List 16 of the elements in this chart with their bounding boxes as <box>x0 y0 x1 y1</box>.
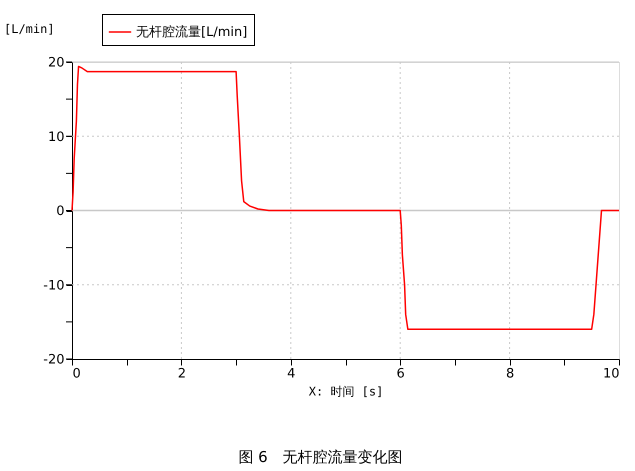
y-tick-label: -10 <box>43 278 64 294</box>
legend-label: 无杆腔流量[L/min] <box>136 24 248 40</box>
y-tick-label: 10 <box>48 130 64 145</box>
x-axis-title: X: 时间 [s] <box>308 384 384 398</box>
y-axis-title: [L/min] <box>4 22 55 36</box>
y-tick-label: 20 <box>48 56 64 70</box>
caption: 图 6 无杆腔流量变化图 <box>238 448 403 466</box>
x-tick-label: 0 <box>72 366 81 382</box>
line-series <box>71 66 620 330</box>
x-tick-label: 4 <box>287 366 296 382</box>
x-tick-label: 2 <box>178 366 186 382</box>
x-tick-label: 8 <box>506 366 514 382</box>
x-tick-label: 6 <box>396 366 405 382</box>
y-tick-label: 0 <box>56 204 64 219</box>
y-tick-label: -20 <box>43 352 64 368</box>
x-tick-label: 10 <box>602 366 620 382</box>
